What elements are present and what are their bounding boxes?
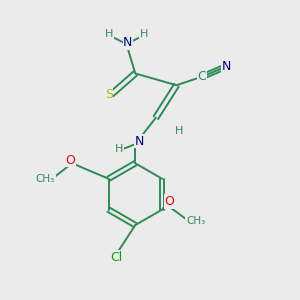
Text: N: N: [222, 60, 231, 73]
Text: H: H: [175, 126, 184, 136]
Text: O: O: [164, 195, 174, 208]
Text: N: N: [123, 36, 133, 49]
Text: S: S: [105, 88, 113, 100]
Text: Cl: Cl: [110, 251, 122, 264]
Text: N: N: [135, 135, 144, 148]
Text: CH₃: CH₃: [186, 216, 205, 226]
Text: H: H: [105, 29, 113, 39]
Text: CH₃: CH₃: [36, 174, 55, 184]
Text: H: H: [115, 143, 123, 154]
Text: H: H: [140, 29, 148, 39]
Text: O: O: [66, 154, 75, 167]
Text: C: C: [197, 70, 206, 83]
